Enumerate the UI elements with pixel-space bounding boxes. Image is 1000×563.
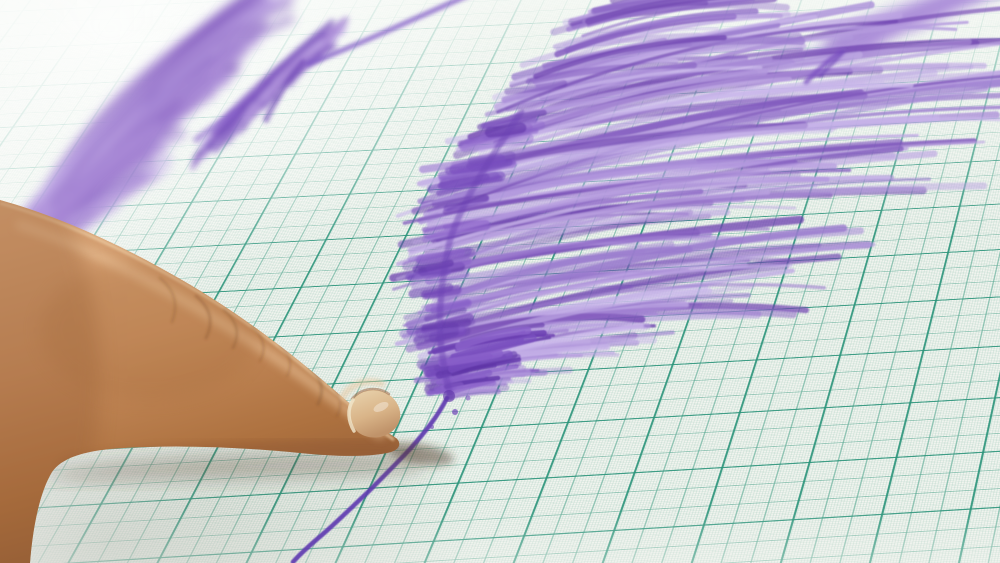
knuckle-wrinkle [250,325,265,363]
ink-speck [465,395,471,401]
knuckle-wrinkle [194,294,212,340]
link-to-left-burst [193,109,239,143]
main-dark-spine-line [436,108,525,401]
top-center-spine [263,59,306,123]
finger-cast-shadow [40,452,429,481]
nail-rim-highlight [347,398,356,433]
pinch-thread-2 [818,49,846,78]
ink-speck [452,409,458,415]
ink-speck [430,425,434,429]
knuckle-wrinkle [158,276,177,324]
ink-speck [443,390,455,402]
trace-baseline-and-links [193,0,846,563]
pinch-thread-1 [803,49,843,85]
knuckle-wrinkle [278,344,292,378]
quiet-baseline [290,395,450,563]
ink-specks [430,390,471,429]
fingernail [348,389,401,438]
thin-line-to-top-edge [305,0,463,67]
top-center-burst [189,16,350,171]
nail-skin-bulge-highlight [339,378,385,401]
knuckle-shade [40,260,260,400]
nail-cuticle-line [350,387,391,401]
seismogram-trace [0,0,1000,400]
left-quake-burst [0,0,295,317]
nail-gloss [373,402,389,412]
fingertip-contact-shadow [386,442,454,466]
knuckle-wrinkle [222,308,239,350]
